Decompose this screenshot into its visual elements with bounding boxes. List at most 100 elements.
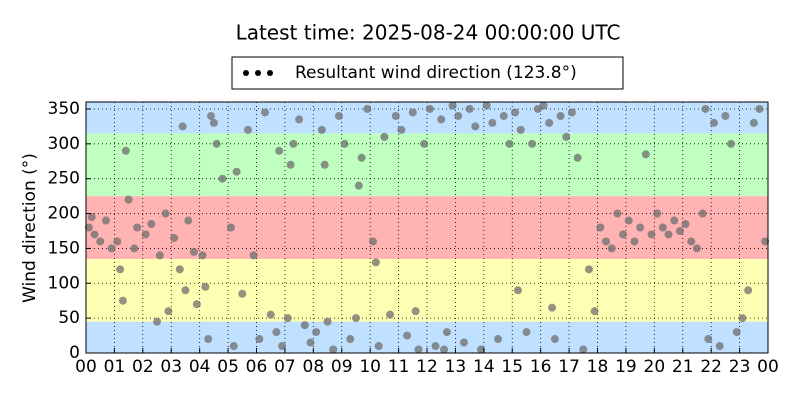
point [692,244,701,253]
point [275,146,284,155]
point [229,342,238,351]
point [727,139,736,148]
point [351,314,360,323]
legend-box [231,56,624,90]
x-tick-label: 07 [274,357,296,377]
point [226,223,235,232]
point [647,230,656,239]
point [170,233,179,242]
point [147,220,156,229]
point [403,331,412,340]
y-tick-label: 50 [58,308,80,328]
legend [243,70,273,76]
x-tick-label: 09 [331,357,353,377]
point [619,230,628,239]
point [513,286,522,295]
y-tick-label: 100 [48,273,80,293]
point [590,307,599,316]
point [371,258,380,267]
point [431,342,440,351]
point [505,139,514,148]
point [687,237,696,246]
point [380,132,389,141]
point [701,104,710,113]
point [192,300,201,309]
point [283,314,292,323]
point [107,244,116,253]
x-tick-label: 05 [217,357,239,377]
point [198,251,207,260]
point [675,226,684,235]
legend-marker [255,70,261,76]
x-tick-label: 14 [473,357,495,377]
point [548,303,557,312]
y-tick-label: 300 [48,134,80,154]
point [482,101,491,110]
point [84,223,93,232]
y-tick-label: 0 [69,343,80,363]
x-tick-label: 00 [757,357,779,377]
point [397,125,406,134]
point [624,216,633,225]
point [528,139,537,148]
x-tick-label: 23 [729,357,751,377]
point [613,209,622,218]
point [243,125,252,134]
point [459,338,468,347]
point [761,237,770,246]
point [175,265,184,274]
x-tick-label: 10 [359,357,381,377]
point [465,104,474,113]
point [101,216,110,225]
x-tick-label: 13 [445,357,467,377]
point [732,328,741,337]
x-tick-label: 17 [558,357,580,377]
point [96,237,105,246]
point [454,111,463,120]
point [238,289,247,298]
point [596,223,605,232]
point [218,174,227,183]
point [261,108,270,117]
point [209,118,218,127]
point [420,139,429,148]
point [539,101,548,110]
x-tick-label: 02 [132,357,154,377]
x-tick-label: 11 [388,357,410,377]
x-tick-label: 04 [189,357,211,377]
x-tick-label: 16 [530,357,552,377]
point [522,328,531,337]
point [155,251,164,260]
point [363,104,372,113]
point [715,342,724,351]
point [721,111,730,120]
point [579,345,588,354]
x-tick-label: 00 [75,357,97,377]
point [118,296,127,305]
point [602,237,611,246]
point [201,282,210,291]
point [300,321,309,330]
point [499,111,508,120]
point [323,317,332,326]
point [317,125,326,134]
point [87,213,96,222]
point [295,115,304,124]
points [84,101,770,354]
point [346,335,355,344]
point [374,342,383,351]
point [448,101,457,110]
point [664,230,673,239]
point [653,209,662,218]
x-tick-label: 15 [501,357,523,377]
x-tick-label: 08 [303,357,325,377]
point [755,104,764,113]
point [749,118,758,127]
point [153,317,162,326]
point [494,335,503,344]
point [116,265,125,274]
point [437,115,446,124]
point [670,216,679,225]
point [161,209,170,218]
